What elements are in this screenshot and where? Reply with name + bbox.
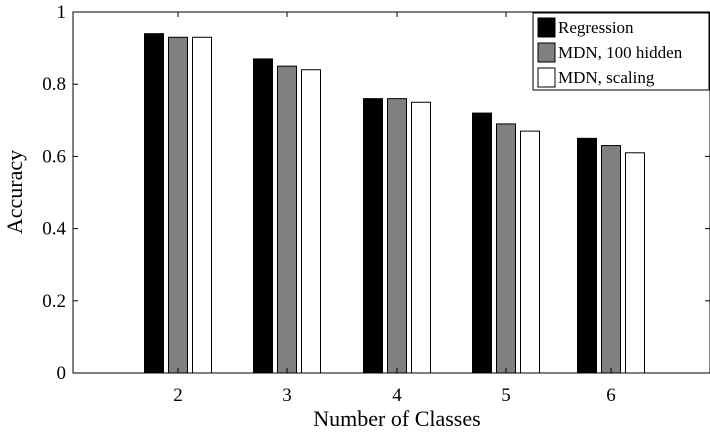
- x-tick-label: 4: [392, 385, 402, 406]
- bar-mdn-scaling-2: [192, 36, 212, 374]
- bar-mdn-100-hidden-3: [277, 65, 297, 374]
- legend: Regression MDN, 100 hidden MDN, scaling: [532, 12, 710, 91]
- y-tick-label: 0.4: [42, 219, 66, 240]
- bar-regression-2: [144, 33, 164, 374]
- bar-mdn-100-hidden-5: [496, 123, 516, 374]
- bar-regression-5: [472, 112, 492, 374]
- bars-layer: [144, 33, 645, 374]
- legend-swatch: [537, 17, 556, 38]
- bar-regression-3: [253, 58, 273, 374]
- bar-mdn-100-hidden-2: [168, 36, 188, 374]
- x-axis-label: Number of Classes: [313, 406, 480, 431]
- legend-label: MDN, 100 hidden: [558, 43, 683, 62]
- x-axis-ticks: 2 3 4 5 6: [173, 12, 616, 406]
- bar-mdn-100-hidden-6: [601, 145, 621, 374]
- bar-mdn-100-hidden-4: [387, 98, 407, 374]
- x-tick-label: 5: [501, 385, 511, 406]
- bar-mdn-scaling-6: [625, 152, 645, 374]
- bar-mdn-scaling-4: [411, 101, 431, 374]
- legend-box: [532, 12, 710, 91]
- x-tick-label: 3: [282, 385, 292, 406]
- y-tick-label: 0.2: [42, 291, 66, 312]
- legend-swatch: [537, 67, 556, 88]
- y-axis-ticks: 0 0.2 0.4 0.6 0.8 1: [42, 2, 710, 384]
- y-tick-label: 0.6: [42, 146, 66, 167]
- bar-regression-6: [577, 137, 597, 374]
- x-tick-label: 6: [606, 385, 616, 406]
- y-tick-label: 1: [57, 2, 67, 23]
- x-tick-label: 2: [173, 385, 183, 406]
- y-tick-label: 0.8: [42, 74, 66, 95]
- bar-mdn-scaling-5: [520, 130, 540, 374]
- y-axis-label: Accuracy: [2, 150, 27, 234]
- y-tick-label: 0: [57, 363, 67, 384]
- legend-swatch: [537, 42, 556, 63]
- legend-label: MDN, scaling: [558, 68, 655, 87]
- bar-mdn-scaling-3: [301, 69, 321, 374]
- legend-label: Regression: [558, 18, 634, 37]
- bar-regression-4: [363, 98, 383, 374]
